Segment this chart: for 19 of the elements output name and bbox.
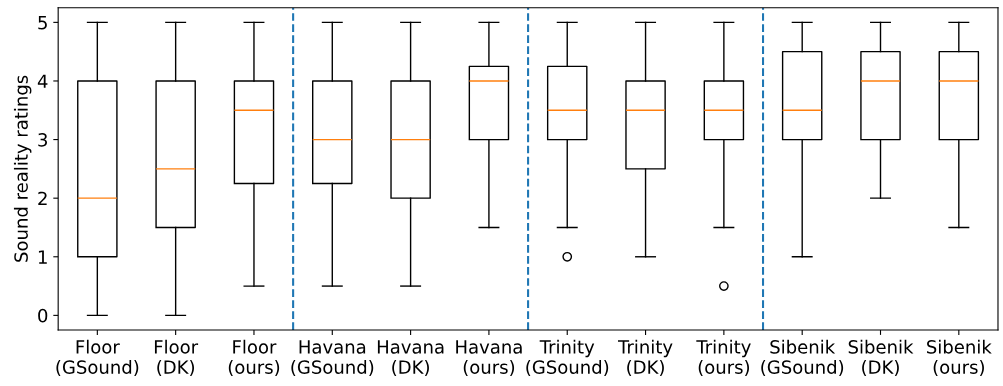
x-tick-label: Floor (GSound) (56, 339, 139, 377)
x-tick-label: Floor (DK) (154, 339, 199, 377)
x-tick-label: Havana (GSound) (291, 340, 374, 377)
x-tick-label: Havana (ours) (456, 340, 522, 377)
y-tick-label: 2 (38, 191, 47, 206)
x-tick-label: Sibenik (GSound) (761, 339, 844, 377)
y-tick-label: 5 (38, 16, 47, 30)
y-tick-label: 0 (38, 308, 48, 323)
x-tick-label: Trinity (ours) (696, 339, 751, 377)
x-tick-label: Trinity (GSound) (526, 339, 609, 377)
y-tick-label: 1 (38, 250, 47, 264)
x-tick-label: Sibenik (DK) (848, 339, 914, 377)
y-tick-label: 3 (38, 133, 47, 147)
y-axis-title: Sound reality ratings (13, 75, 32, 262)
x-tick-label: Sibenik (ours) (927, 339, 992, 377)
y-tick-label: 4 (37, 74, 48, 88)
x-tick-label: Floor (ours) (228, 339, 280, 377)
x-tick-label: Havana (DK) (377, 340, 444, 377)
x-tick-label: Trinity (DK) (617, 339, 673, 377)
